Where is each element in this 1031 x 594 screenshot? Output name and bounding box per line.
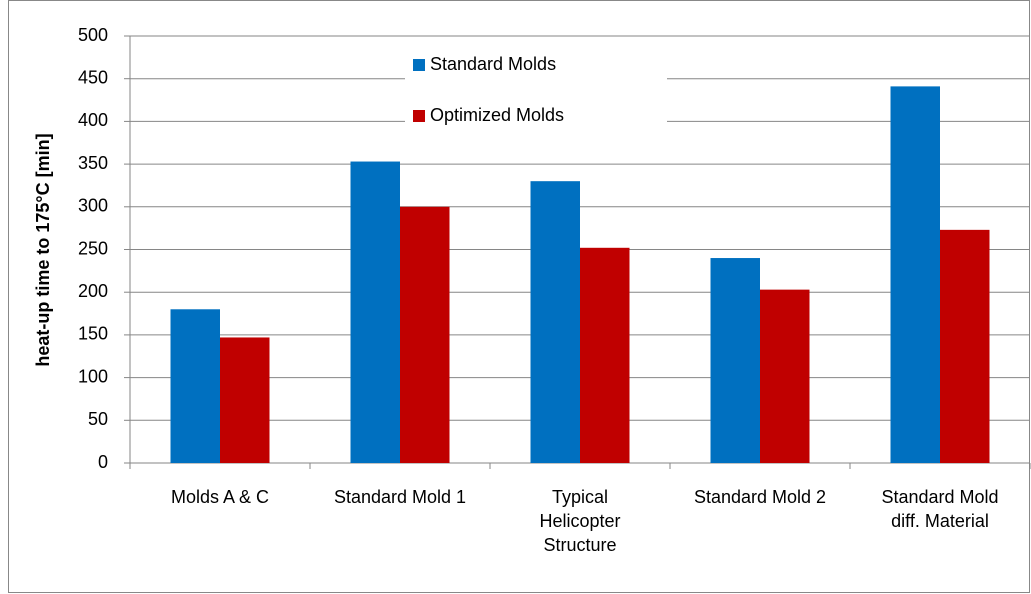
bar	[170, 309, 220, 463]
legend-swatch	[413, 59, 425, 71]
y-tick-label: 150	[78, 324, 108, 344]
bar	[710, 258, 760, 463]
y-tick-label: 450	[78, 67, 108, 87]
bar	[580, 247, 630, 463]
legend-box	[405, 45, 667, 137]
bar	[940, 229, 990, 463]
bar	[530, 181, 580, 463]
legend-swatch	[413, 110, 425, 122]
y-tick-label: 500	[78, 25, 108, 45]
bar	[220, 337, 270, 463]
y-tick-label: 350	[78, 153, 108, 173]
bar	[400, 206, 450, 464]
y-axis-title: heat-up time to 175°C [min]	[33, 133, 53, 366]
x-tick-label: Typical Helicopter Structure	[539, 487, 621, 555]
y-tick-label: 200	[78, 281, 108, 301]
y-tick-label: 400	[78, 110, 108, 130]
legend-label: Standard Molds	[430, 54, 556, 74]
y-tick-label: 300	[78, 196, 108, 216]
x-tick-label: Standard Mold 2	[693, 487, 827, 507]
x-tick-label: Molds A & C	[170, 487, 270, 507]
x-tick-label: Standard Mold 1	[333, 487, 467, 507]
bar	[350, 161, 400, 463]
y-tick-label: 250	[78, 238, 108, 258]
bar	[890, 86, 940, 464]
y-tick-label: 100	[78, 366, 108, 386]
y-tick-label: 50	[88, 409, 108, 429]
x-tick-label: Standard Mold diff. Material	[881, 487, 999, 531]
y-tick-label: 0	[98, 452, 108, 472]
legend-label: Optimized Molds	[430, 105, 564, 125]
bar	[760, 289, 810, 463]
